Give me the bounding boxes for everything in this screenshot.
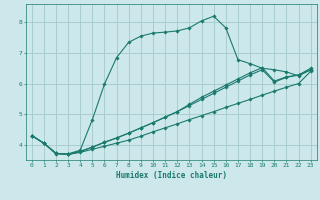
X-axis label: Humidex (Indice chaleur): Humidex (Indice chaleur)	[116, 171, 227, 180]
